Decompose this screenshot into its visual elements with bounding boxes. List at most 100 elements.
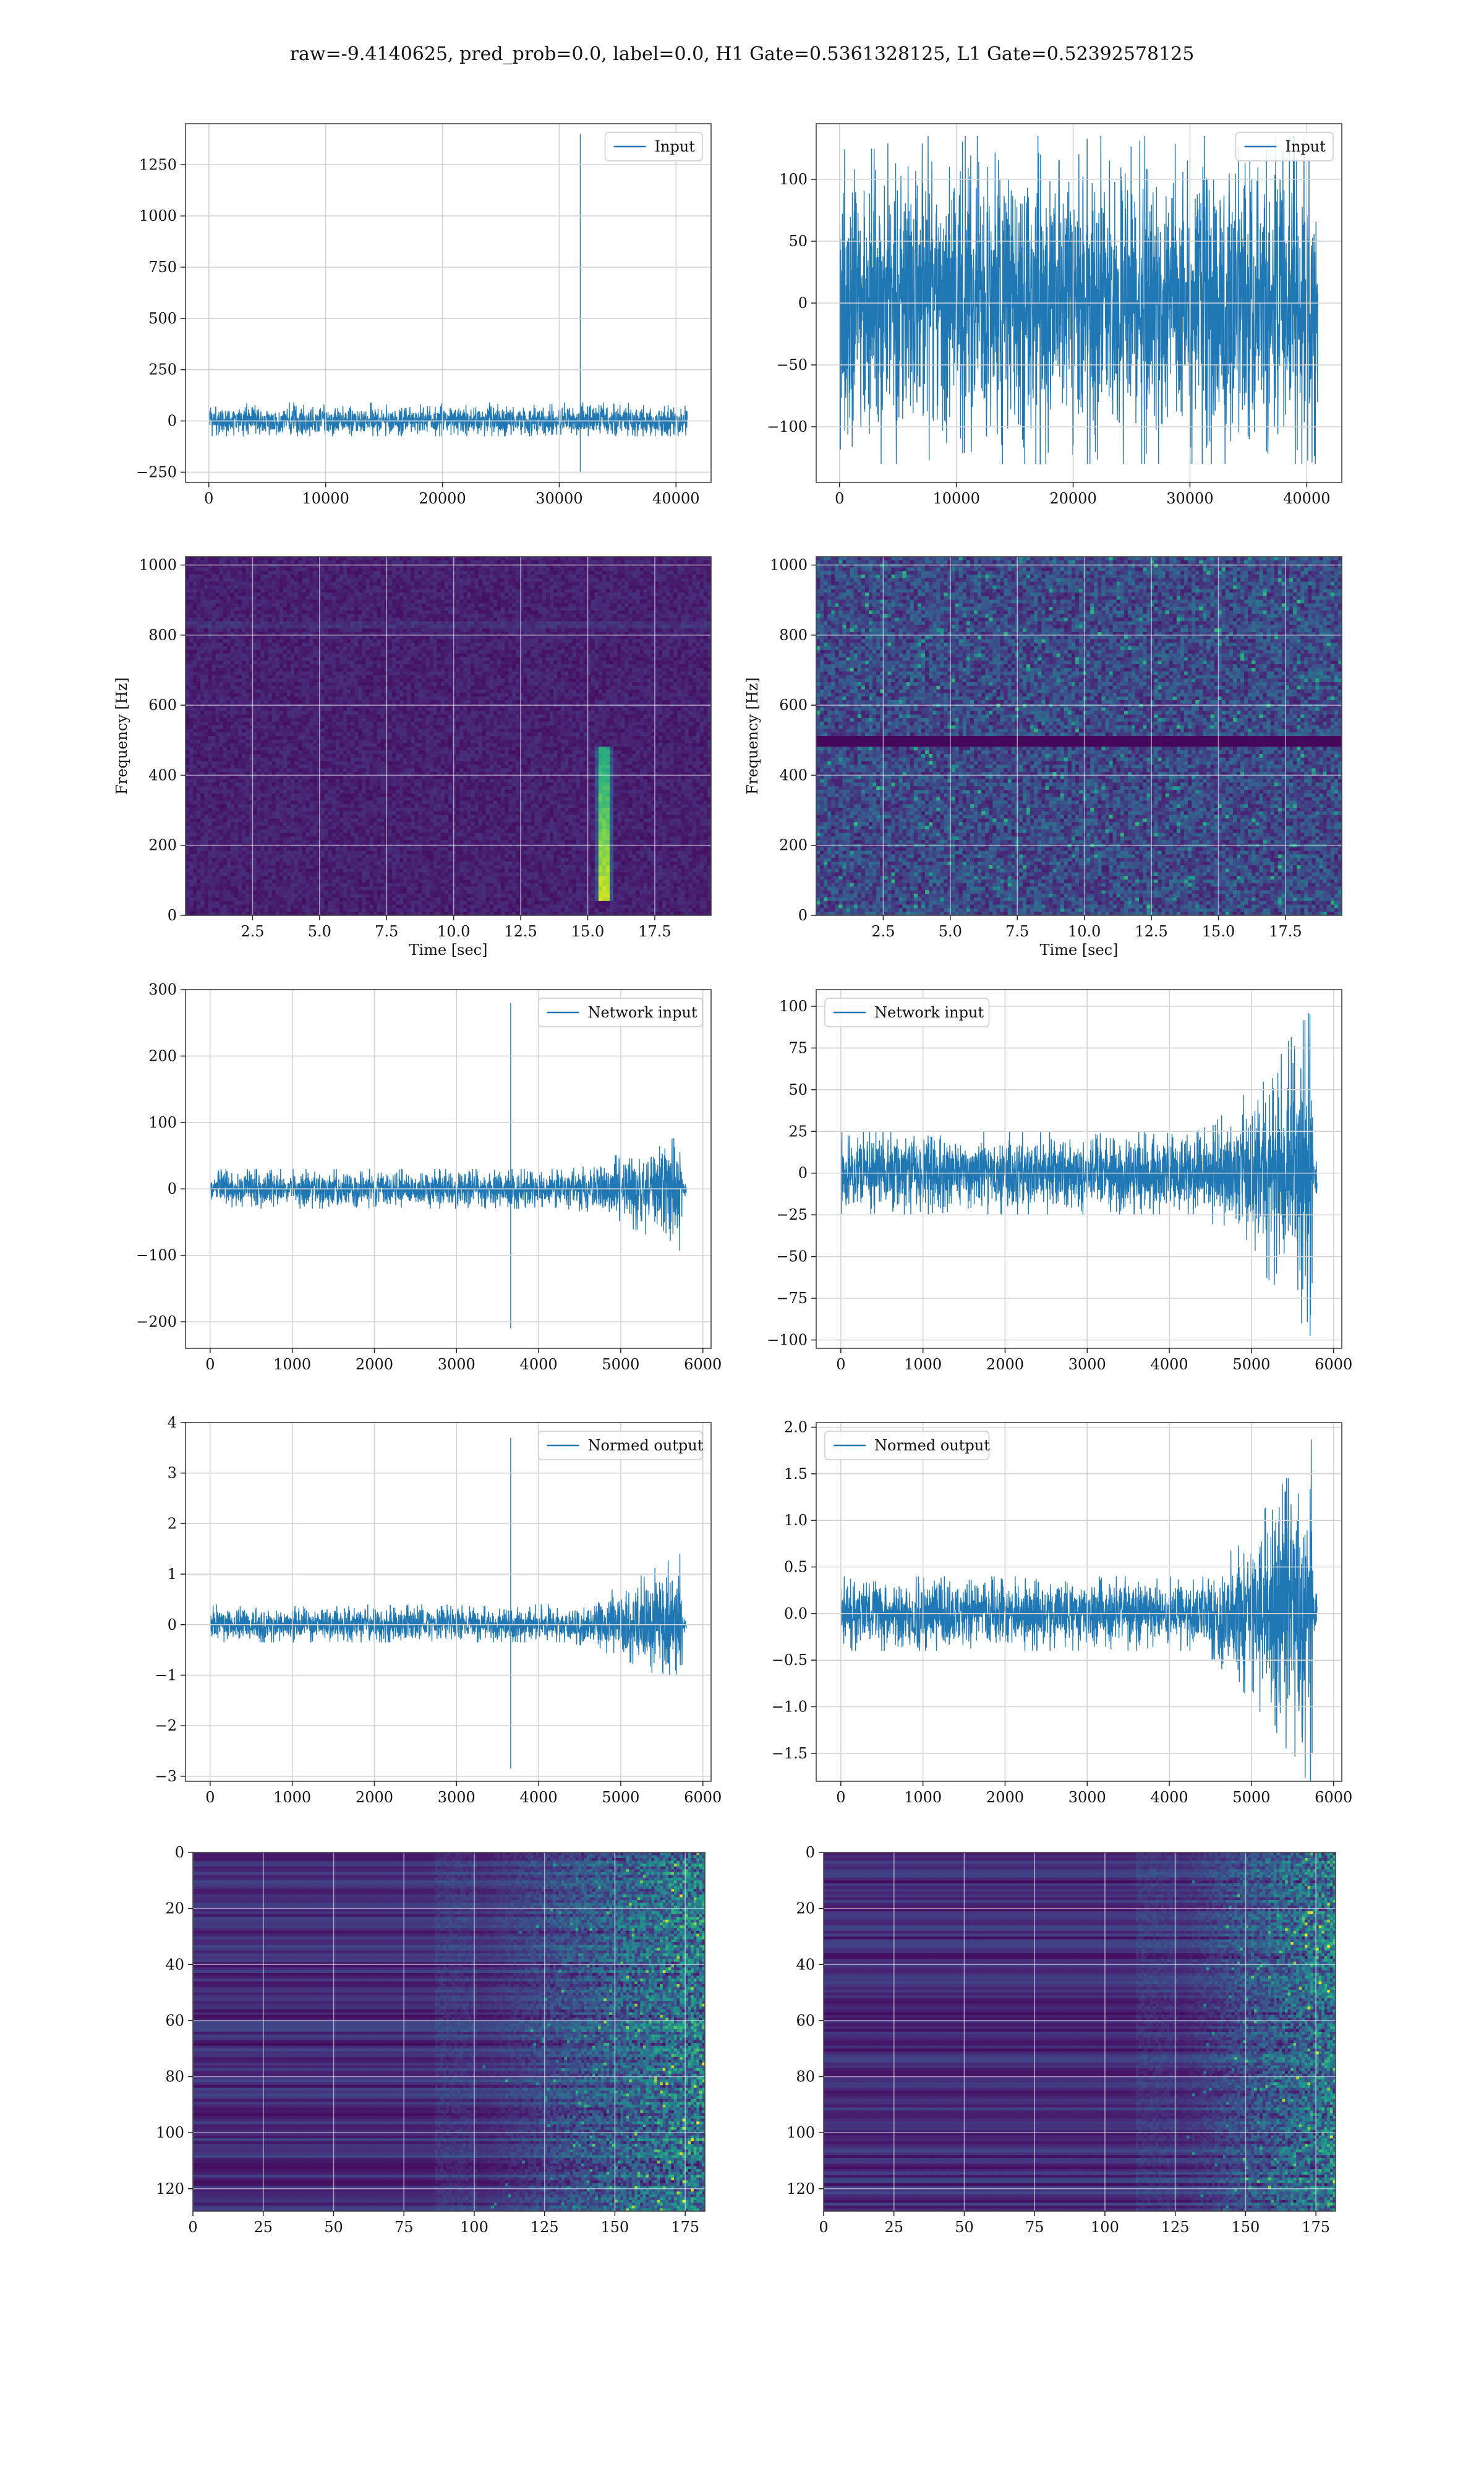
x-tick-label: 75 [394,2219,414,2236]
x-tick-label: 0 [204,490,213,507]
y-tick-label: 120 [156,2180,184,2198]
y-tick-label: 25 [788,1123,808,1140]
x-tick-label: 2000 [356,1356,393,1373]
y-tick-label: 1000 [139,207,177,225]
y-tick-label: 120 [787,2180,815,2198]
x-tick-label: 20000 [1049,490,1096,507]
y-tick-label: 0 [798,1165,808,1182]
y-tick-label: 50 [788,1081,808,1098]
x-tick-label: 100 [1091,2219,1119,2236]
y-tick-label: 800 [148,627,177,644]
y-tick-label: 800 [779,627,808,644]
y-tick-label: 20 [796,1900,815,1917]
y-tick-label: 1000 [139,557,177,574]
plot-area [186,557,712,916]
panel-6: 0 1000 2000 3000 4000 5000 6000−3−2−101234Norm… [155,1414,722,1806]
x-tick-label: 3000 [438,1356,475,1373]
x-tick-label: 50 [324,2219,343,2236]
x-tick-label: 6000 [1315,1789,1352,1806]
x-tick-label: 2000 [986,1356,1024,1373]
x-tick-label: 20000 [419,490,466,507]
plot-area [824,1852,1336,2212]
plot-area [841,1439,1317,1786]
y-tick-label: 250 [148,361,177,379]
x-tick-label: 30000 [535,490,582,507]
y-tick-label: −25 [776,1206,808,1223]
x-axis-label: Time [sec] [409,941,488,959]
y-tick-label: 60 [796,2012,815,2029]
y-tick-label: 100 [148,1114,177,1131]
x-tick-label: 0 [835,490,844,507]
x-tick-label: 0 [836,1789,845,1806]
x-tick-label: 5000 [602,1356,639,1373]
panel-7: 0 1000 2000 3000 4000 5000 6000−1.5−1.0−0.50.0… [772,1419,1353,1806]
axes-frame [186,1423,711,1781]
y-tick-label: −100 [136,1247,177,1264]
y-tick-label: −50 [776,1248,808,1265]
plot-area [209,134,688,473]
x-tick-label: 150 [601,2219,629,2236]
legend-label: Network input [874,1004,984,1021]
x-tick-label: 1000 [904,1789,942,1806]
y-tick-label: 4 [168,1414,177,1431]
x-tick-label: 17.5 [638,923,671,940]
legend-label: Normed output [874,1437,990,1454]
y-tick-label: 3 [168,1465,177,1482]
x-tick-label: 1000 [904,1356,942,1373]
y-tick-label: −200 [136,1313,177,1330]
y-tick-label: 80 [165,2068,184,2086]
plot-area [210,1003,686,1329]
y-tick-label: 100 [787,2124,815,2141]
x-tick-label: 7.5 [1005,923,1029,940]
x-tick-label: 15.0 [1202,923,1235,940]
x-tick-label: 0 [836,1356,845,1373]
x-tick-label: 5000 [1232,1356,1270,1373]
x-tick-label: 1000 [273,1789,311,1806]
y-tick-label: 1.5 [784,1465,808,1483]
x-tick-label: 3000 [438,1789,475,1806]
x-tick-label: 7.5 [375,923,398,940]
series-line [210,1003,686,1329]
y-tick-label: 60 [165,2012,184,2029]
y-tick-label: 0 [806,1844,815,1861]
y-tick-label: −100 [767,1332,808,1349]
y-tick-label: 50 [788,233,808,250]
y-tick-label: 2 [168,1515,177,1532]
x-tick-label: 10000 [302,490,349,507]
x-tick-label: 12.5 [504,923,537,940]
y-tick-label: 1250 [139,156,177,173]
plot-area [193,1852,706,2212]
x-tick-label: 50 [955,2219,974,2236]
x-tick-label: 175 [1302,2219,1330,2236]
legend-label: Network input [588,1004,697,1021]
y-tick-label: 200 [148,837,177,854]
x-tick-label: 3000 [1068,1789,1106,1806]
x-tick-label: 25 [254,2219,273,2236]
x-tick-label: 150 [1232,2219,1260,2236]
y-tick-label: 40 [165,1956,184,1973]
x-tick-label: 40000 [652,490,699,507]
panel-4: 0 1000 2000 3000 4000 5000 6000−200−1000100200… [136,981,722,1373]
y-tick-label: 1000 [770,557,808,574]
series-line [841,1013,1317,1336]
x-tick-label: 2.5 [241,923,264,940]
x-tick-label: 0 [205,1356,215,1373]
legend-label: Input [655,138,696,155]
y-tick-label: 0 [168,1616,177,1633]
x-tick-label: 4000 [1151,1789,1188,1806]
x-tick-label: 2.5 [871,923,895,940]
y-tick-label: 600 [779,696,808,714]
x-tick-label: 4000 [520,1356,558,1373]
x-tick-label: 100 [460,2219,488,2236]
plot-area [841,1013,1317,1336]
x-tick-label: 5000 [602,1789,639,1806]
y-tick-label: 40 [796,1956,815,1973]
plot-area [210,1438,686,1769]
series-line [209,134,688,473]
y-axis-label: Frequency [Hz] [744,677,761,795]
x-tick-label: 2000 [986,1789,1024,1806]
panel-5: 0 1000 2000 3000 4000 5000 6000−100−75−50−2502… [767,990,1352,1373]
x-tick-label: 125 [531,2219,559,2236]
